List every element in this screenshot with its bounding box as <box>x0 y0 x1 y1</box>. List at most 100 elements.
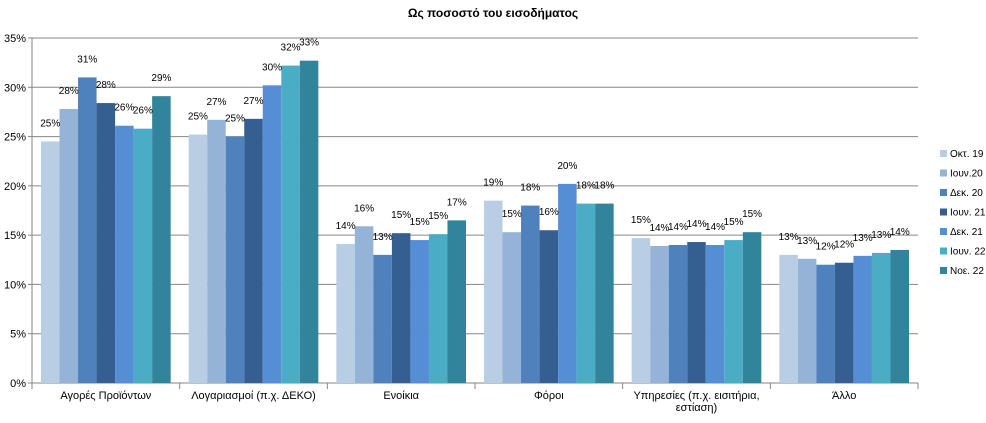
data-label: 15% <box>391 210 411 221</box>
y-tick-label: 25% <box>4 132 26 144</box>
legend-label: Ιουν.20 <box>950 169 983 180</box>
legend-swatch <box>940 150 947 157</box>
data-label: 18% <box>520 183 540 194</box>
data-label: 13% <box>797 236 817 247</box>
data-label: 31% <box>77 54 97 65</box>
axes: 0% 5% 10% 15% 20% 25% 30% 35% Αγορές Προϊόντων Λο… <box>4 33 919 414</box>
bar-6-0 <box>152 96 171 384</box>
data-label: 25% <box>188 112 208 123</box>
bar-2-5 <box>816 264 835 383</box>
legend-label: Ιουν. 21 <box>950 208 986 219</box>
bar-5-3 <box>576 203 596 383</box>
data-label: 15% <box>410 217 430 228</box>
bar-4-5 <box>853 255 872 383</box>
bar-6-2 <box>447 220 466 383</box>
bar-1-3 <box>502 232 522 383</box>
data-label: 26% <box>133 106 153 117</box>
data-label: 16% <box>354 203 374 214</box>
bar-2-1 <box>225 136 245 383</box>
bar-0-0 <box>41 141 60 383</box>
data-labels: 25%25%14%19%15%13%28%27%16%15%14%13%31%2… <box>40 38 910 253</box>
bar-1-5 <box>797 258 817 383</box>
bar-0-4 <box>631 238 651 383</box>
legend-swatch <box>940 169 947 177</box>
data-label: 25% <box>225 114 245 125</box>
bar-6-5 <box>890 249 909 383</box>
gridlines <box>32 37 918 335</box>
bar-2-0 <box>78 77 97 383</box>
legend-swatch <box>940 228 947 235</box>
y-tick-label: 15% <box>4 230 26 242</box>
data-label: 16% <box>539 207 559 218</box>
data-label: 30% <box>262 62 282 73</box>
data-label: 18% <box>576 181 596 192</box>
bar-1-1 <box>207 119 226 384</box>
x-category-label: Αγορές Προϊόντων <box>60 390 151 402</box>
bar-6-4 <box>742 232 762 383</box>
data-label: 32% <box>281 43 301 54</box>
legend-label: Δεκ. 20 <box>950 188 983 199</box>
data-label: 14% <box>705 222 725 233</box>
legend-label: Δεκ. 21 <box>950 227 983 238</box>
x-category-label: Λογαριασμοί (π.χ. ΔΕΚΟ) <box>191 390 316 402</box>
x-category-label: Υπηρεσίες (π.χ. εισιτήρια, εστίαση) <box>633 390 759 414</box>
bar-0-3 <box>484 200 503 383</box>
x-category-label: Φόροι <box>534 390 564 402</box>
data-label: 28% <box>59 86 79 97</box>
data-label: 15% <box>428 211 448 222</box>
data-label: 15% <box>742 209 762 220</box>
bar-6-1 <box>299 60 319 384</box>
x-category-label: Ενοίκια <box>383 390 419 402</box>
data-label: 25% <box>40 119 60 130</box>
y-tick-label: 20% <box>4 181 26 193</box>
data-label: 19% <box>483 178 503 189</box>
data-label: 33% <box>299 38 319 49</box>
data-label: 27% <box>243 96 263 107</box>
data-label: 27% <box>206 97 226 108</box>
legend-swatch <box>940 189 947 196</box>
bar-3-4 <box>687 242 706 383</box>
bar-5-4 <box>724 240 743 383</box>
x-category-label: Άλλο <box>832 390 856 402</box>
bar-0-1 <box>188 134 208 383</box>
data-label: 15% <box>631 215 651 226</box>
data-label: 14% <box>649 223 669 234</box>
bar-1-4 <box>650 245 669 383</box>
bar-3-5 <box>834 262 854 383</box>
data-label: 14% <box>686 219 706 230</box>
data-label: 13% <box>871 230 891 241</box>
data-label: 13% <box>853 233 873 244</box>
data-label: 13% <box>373 232 393 243</box>
data-label: 17% <box>447 197 467 208</box>
y-tick-label: 35% <box>4 33 26 45</box>
bar-1-0 <box>59 108 79 383</box>
data-label: 20% <box>557 161 577 172</box>
bar-3-3 <box>539 230 559 383</box>
data-label: 14% <box>668 222 688 233</box>
bar-4-0 <box>115 125 134 383</box>
legend-label: Ιουν. 22 <box>950 247 986 258</box>
bar-3-0 <box>96 103 116 384</box>
bar-4-3 <box>558 183 577 383</box>
y-tick-label: 10% <box>4 279 26 291</box>
bar-5-1 <box>281 65 300 383</box>
legend: Οκτ. 19 Ιουν.20 Δεκ. 20 Ιουν. 21 Δεκ. 21 Ιουν… <box>940 149 986 277</box>
bar-4-1 <box>262 85 282 384</box>
bar-3-1 <box>244 118 263 383</box>
y-tick-label: 5% <box>10 329 26 341</box>
data-label: 12% <box>834 240 854 251</box>
bar-2-4 <box>668 245 688 383</box>
bar-2-2 <box>373 254 392 383</box>
bar-5-2 <box>428 234 448 383</box>
legend-swatch <box>940 247 947 255</box>
data-label: 18% <box>594 181 614 192</box>
bar-0-5 <box>779 254 798 383</box>
bar-1-2 <box>354 226 374 383</box>
legend-label: Οκτ. 19 <box>950 149 984 160</box>
bar-2-3 <box>521 205 540 383</box>
y-tick-label: 0% <box>10 378 26 390</box>
legend-swatch <box>940 267 947 274</box>
y-tick-label: 30% <box>4 82 26 94</box>
